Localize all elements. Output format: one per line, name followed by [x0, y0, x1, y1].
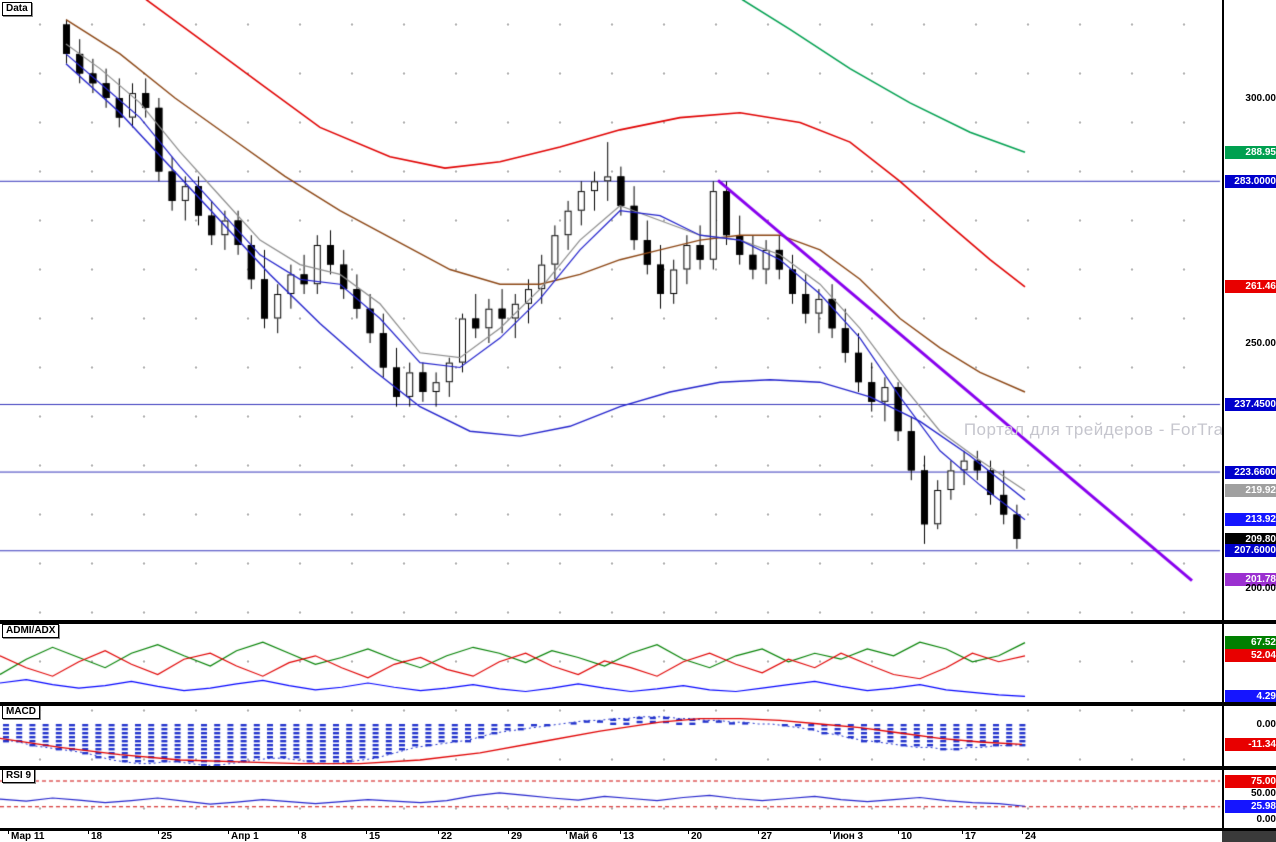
axis-price-badge: 283.0000 — [1225, 175, 1276, 188]
watermark: Портал для трейдеров - ForTrader.ru — [963, 420, 1270, 439]
panel-separator — [0, 828, 1276, 831]
price-axis[interactable]: 300.00 288.95 283.0000 261.46 250.00 237.4500… — [1222, 0, 1276, 831]
axis-price-label: 250.00 — [1245, 338, 1276, 349]
axis-price-label: 50.00 — [1250, 788, 1276, 799]
time-axis-tick — [438, 831, 439, 834]
axis-price-badge: 207.6000 — [1225, 544, 1276, 557]
time-axis-tick — [508, 831, 509, 834]
time-axis-tick — [228, 831, 229, 834]
axis-price-label: 0.00 — [1256, 719, 1276, 730]
time-axis-label: Июн 3 — [833, 831, 864, 842]
axis-price-badge: 4.29 — [1225, 690, 1276, 703]
time-axis-label: Май 6 — [569, 831, 598, 842]
time-axis-corner — [1222, 831, 1276, 842]
time-axis-tick — [758, 831, 759, 834]
axis-price-label: 200.00 — [1245, 583, 1276, 594]
time-axis-label: 15 — [369, 831, 381, 842]
time-axis-tick — [688, 831, 689, 834]
macd-panel-label: MACD — [2, 705, 40, 719]
axis-price-badge: 219.92 — [1225, 484, 1276, 497]
time-axis-tick — [830, 831, 831, 834]
time-axis-tick — [620, 831, 621, 834]
time-axis-tick — [566, 831, 567, 834]
price-panel-label: Data — [2, 2, 32, 16]
chart-canvas[interactable] — [0, 0, 1222, 831]
time-axis-tick — [158, 831, 159, 834]
time-axis-tick — [298, 831, 299, 834]
time-axis-label: 8 — [301, 831, 307, 842]
time-axis-label: 27 — [761, 831, 773, 842]
time-axis[interactable]: Мар 11 18 25 Апр 1 8 15 22 29 Май 6 13 20 27 Июн 3 10… — [0, 831, 1222, 842]
time-axis-tick — [1022, 831, 1023, 834]
time-axis-label: 22 — [441, 831, 453, 842]
time-axis-label: 13 — [623, 831, 635, 842]
axis-price-badge: 201.78 — [1225, 573, 1276, 586]
time-axis-label: 24 — [1025, 831, 1037, 842]
axis-price-badge: 209.80 — [1225, 533, 1276, 546]
time-axis-label: 17 — [965, 831, 977, 842]
time-axis-label: 10 — [901, 831, 913, 842]
time-axis-label: 29 — [511, 831, 523, 842]
chart-plot-area[interactable]: Data ADMI/ADX MACD RSI 9 — [0, 0, 1222, 831]
axis-price-badge: 213.92 — [1225, 513, 1276, 526]
time-axis-tick — [8, 831, 9, 834]
axis-price-badge: 75.00 — [1225, 775, 1276, 788]
axis-price-label: 300.00 — [1245, 93, 1276, 104]
time-axis-tick — [366, 831, 367, 834]
time-axis-tick — [962, 831, 963, 834]
time-axis-tick — [898, 831, 899, 834]
axis-price-badge: 67.52 — [1225, 636, 1276, 649]
time-axis-label: Апр 1 — [231, 831, 259, 842]
time-axis-label: 20 — [691, 831, 703, 842]
time-axis-tick — [88, 831, 89, 834]
time-axis-label: 18 — [91, 831, 103, 842]
axis-price-badge: 52.04 — [1225, 649, 1276, 662]
panel-separator[interactable] — [0, 766, 1276, 770]
adx-panel-label: ADMI/ADX — [2, 624, 60, 638]
axis-price-badge: 288.95 — [1225, 146, 1276, 159]
axis-price-badge: 261.46 — [1225, 280, 1276, 293]
rsi-panel-label: RSI 9 — [2, 769, 36, 783]
time-axis-label: Мар 11 — [11, 831, 45, 842]
axis-price-badge: 25.98 — [1225, 800, 1276, 813]
axis-price-badge: 237.4500 — [1225, 398, 1276, 411]
axis-price-badge: -11.34 — [1225, 738, 1276, 751]
panel-separator[interactable] — [0, 702, 1276, 706]
axis-price-badge: 223.6600 — [1225, 466, 1276, 479]
panel-separator[interactable] — [0, 620, 1276, 624]
time-axis-label: 25 — [161, 831, 173, 842]
axis-price-label: 0.00 — [1256, 814, 1276, 825]
